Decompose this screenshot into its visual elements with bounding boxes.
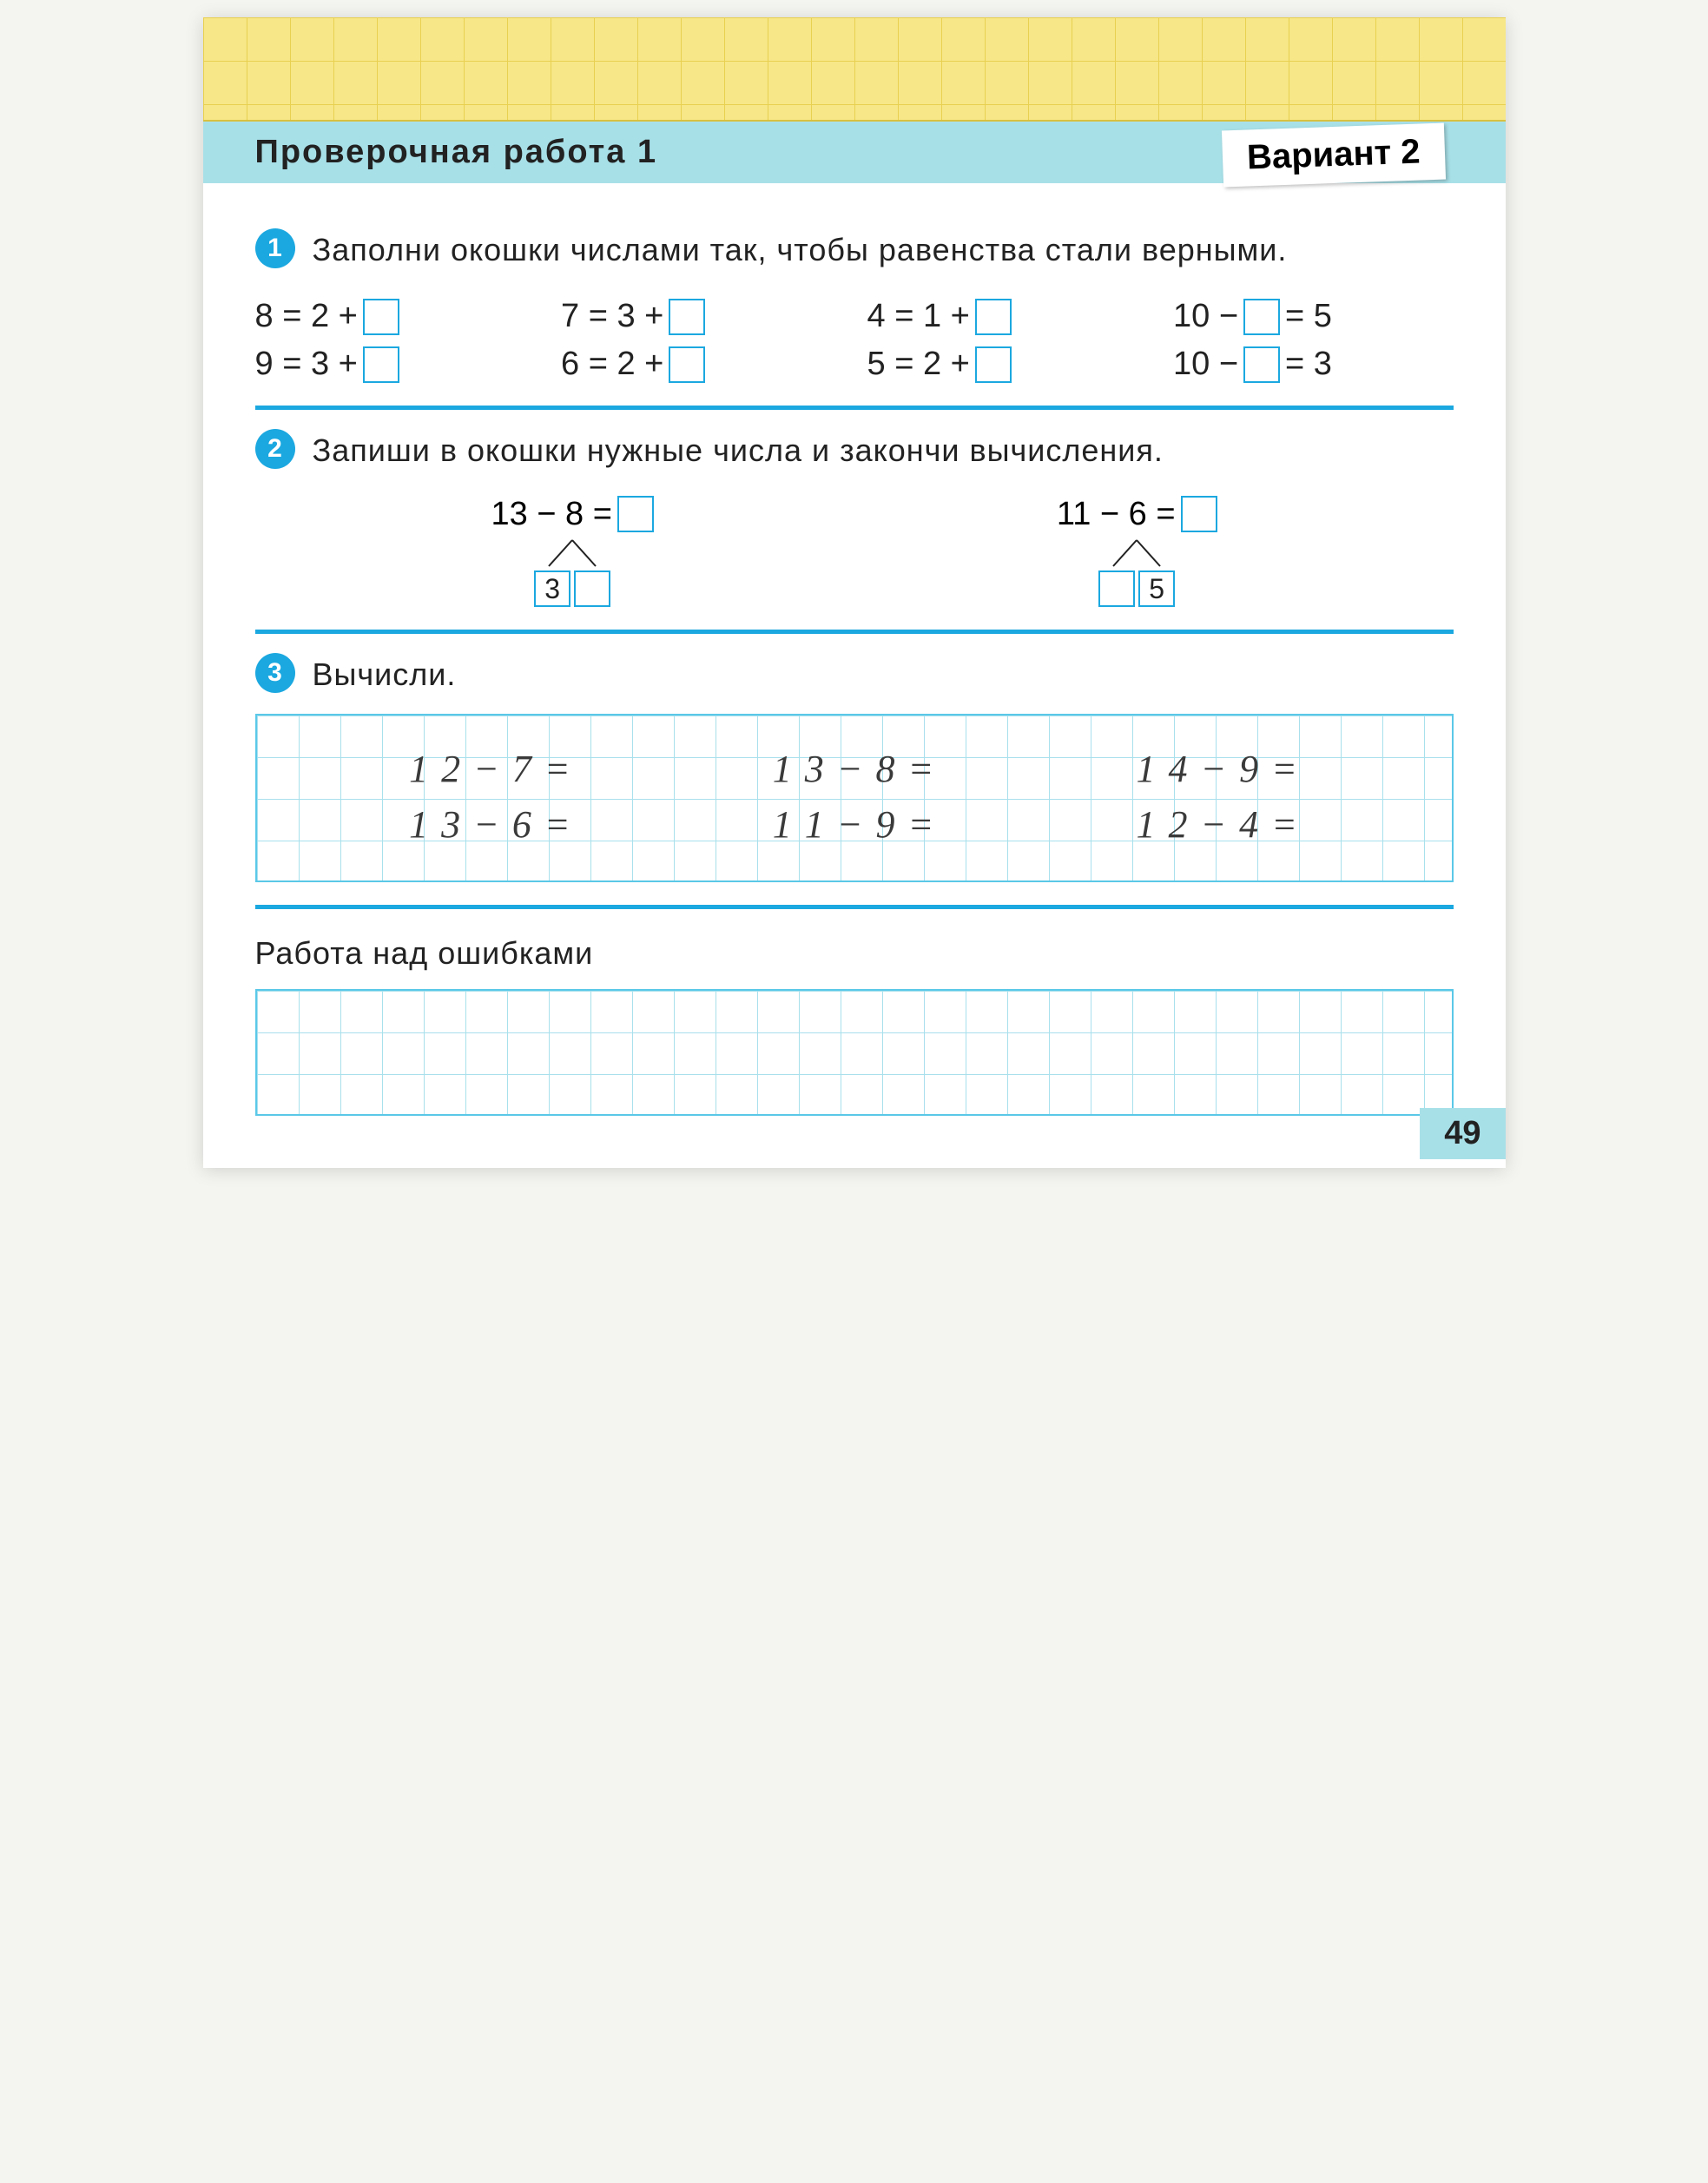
hand-equation: 1 4 − 9 =: [1136, 747, 1298, 791]
answer-box[interactable]: [1243, 346, 1280, 383]
equation: 10 −= 3: [1173, 346, 1454, 383]
decomp-boxes: 3: [491, 570, 653, 607]
equation: 4 = 1 +: [867, 298, 1148, 335]
task-head: 3 Вычисли.: [255, 653, 1454, 696]
errors-section-label: Работа над ошибками: [255, 935, 1454, 972]
equation: 7 = 3 +: [561, 298, 841, 335]
task-head: 1 Заполни окошки числами так, чтобы раве…: [255, 228, 1454, 272]
hand-equation: 1 2 − 7 =: [409, 747, 571, 791]
hand-equation: 1 2 − 4 =: [1136, 802, 1298, 847]
equation: 9 = 3 +: [255, 346, 536, 383]
task-number-badge: 2: [255, 429, 295, 469]
answer-box[interactable]: [617, 496, 654, 532]
decomp-boxes: 5: [1057, 570, 1217, 607]
errors-work-grid[interactable]: [255, 989, 1454, 1116]
task-instruction: Вычисли.: [313, 653, 457, 696]
task-number-badge: 3: [255, 653, 295, 693]
divider: [255, 905, 1454, 909]
worksheet-page: Проверочная работа 1 Вариант 2 1 Заполни…: [203, 17, 1506, 1168]
answer-box[interactable]: [975, 346, 1012, 383]
split-lines-icon: [533, 538, 611, 570]
task-1: 1 Заполни окошки числами так, чтобы раве…: [255, 209, 1454, 406]
handwritten-row: 1 3 − 6 = 1 1 − 9 = 1 2 − 4 =: [257, 802, 1452, 847]
answer-box[interactable]: [363, 299, 399, 335]
decomp-right-box[interactable]: [574, 570, 610, 607]
task-instruction: Заполни окошки числами так, чтобы равенс…: [313, 228, 1288, 272]
split-lines-icon: [1098, 538, 1176, 570]
task-3: 3 Вычисли. 1 2 − 7 = 1 3 − 8 = 1 4 − 9 =…: [255, 634, 1454, 905]
hand-equation: 1 3 − 6 =: [409, 802, 571, 847]
task-instruction: Запиши в окошки нужные числа и закончи в…: [313, 429, 1164, 472]
answer-box[interactable]: [1243, 299, 1280, 335]
task-2: 2 Запиши в окошки нужные числа и закончи…: [255, 410, 1454, 629]
handwritten-row: 1 2 − 7 = 1 3 − 8 = 1 4 − 9 =: [257, 747, 1452, 791]
page-number: 49: [1420, 1108, 1505, 1159]
variant-badge: Вариант 2: [1222, 123, 1446, 188]
hand-equation: 1 3 − 8 =: [773, 747, 935, 791]
decomp-equation: 13 − 8 =: [491, 496, 653, 533]
answer-box[interactable]: [363, 346, 399, 383]
decomp-left-box[interactable]: [1098, 570, 1135, 607]
content-area: 1 Заполни окошки числами так, чтобы раве…: [203, 183, 1506, 1116]
equation: 10 −= 5: [1173, 298, 1454, 335]
decomp-right-box[interactable]: 5: [1138, 570, 1175, 607]
answer-box[interactable]: [669, 346, 705, 383]
task-head: 2 Запиши в окошки нужные числа и закончи…: [255, 429, 1454, 472]
header-bar: Проверочная работа 1 Вариант 2: [203, 122, 1506, 183]
page-title: Проверочная работа 1: [255, 134, 658, 171]
answer-box[interactable]: [1181, 496, 1217, 532]
decomposition-row: 13 − 8 = 3 11 − 6 =: [255, 496, 1454, 607]
decomposition-item: 11 − 6 = 5: [1057, 496, 1217, 607]
decomposition-item: 13 − 8 = 3: [491, 496, 653, 607]
answer-box[interactable]: [975, 299, 1012, 335]
decomp-equation: 11 − 6 =: [1057, 496, 1217, 533]
top-decorative-grid: [203, 17, 1506, 122]
answer-box[interactable]: [669, 299, 705, 335]
equation: 8 = 2 +: [255, 298, 536, 335]
equation: 6 = 2 +: [561, 346, 841, 383]
decomp-left-box[interactable]: 3: [534, 570, 570, 607]
equation-grid: 8 = 2 + 7 = 3 + 4 = 1 + 10 −= 5 9 = 3 + …: [255, 298, 1454, 383]
task-number-badge: 1: [255, 228, 295, 268]
equation: 5 = 2 +: [867, 346, 1148, 383]
hand-equation: 1 1 − 9 =: [773, 802, 935, 847]
calculation-grid[interactable]: 1 2 − 7 = 1 3 − 8 = 1 4 − 9 = 1 3 − 6 = …: [255, 714, 1454, 882]
